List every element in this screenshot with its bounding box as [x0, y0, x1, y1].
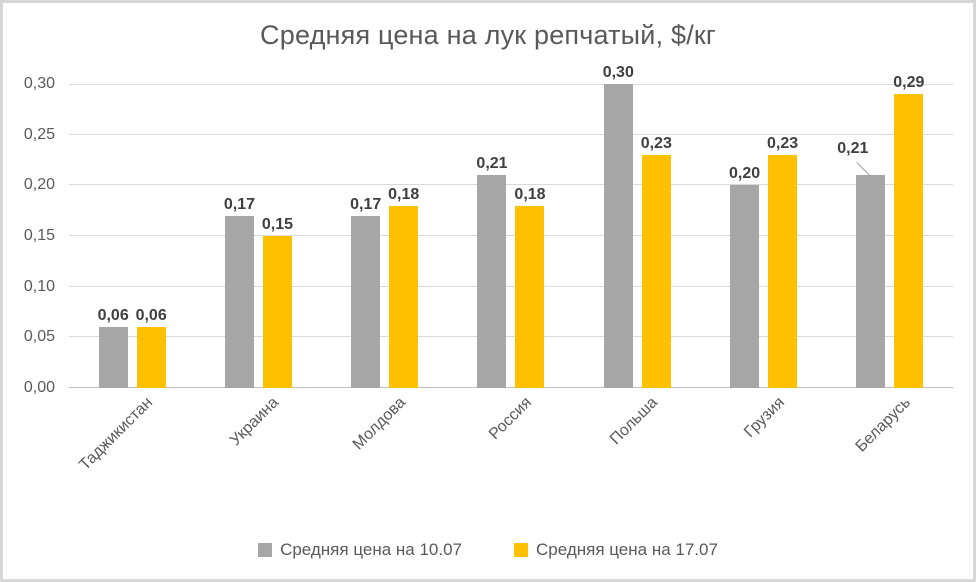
value-label: 0,30 — [602, 64, 634, 81]
gridline — [69, 184, 953, 186]
ytick-label: 0,00 — [23, 379, 55, 396]
category-label: Россия — [485, 394, 536, 444]
bar-series2-cat3: 0,18 — [388, 186, 419, 388]
bar-series2-cat1: 0,06 — [136, 307, 167, 388]
gridline — [69, 285, 953, 287]
value-label: 0,06 — [97, 307, 129, 325]
value-label: 0,17 — [223, 195, 255, 213]
label-leader-line — [856, 162, 871, 177]
bar-series1-cat2: 0,17 — [224, 196, 255, 388]
bar-series2-cat5: 0,23 — [641, 135, 672, 388]
ytick-label: 0,15 — [23, 227, 55, 244]
value-label: 0,15 — [261, 216, 293, 233]
legend-swatch-gray — [258, 543, 273, 557]
legend-label-series-1707: Средняя цена на 17.07 — [536, 540, 718, 559]
category-label: Польша — [607, 394, 662, 449]
bar-series1-cat3: 0,17 — [350, 196, 381, 388]
ytick-label: 0,25 — [23, 125, 55, 143]
x-axis-line — [69, 387, 953, 388]
category-slot: 0,06 0,06 — [69, 84, 195, 388]
bar-series2-cat2: 0,15 — [262, 216, 293, 388]
bar-series1-cat4: 0,21 — [476, 155, 508, 388]
ytick-label: 0,05 — [23, 328, 55, 346]
bar-series1-cat5: 0,30 — [603, 64, 634, 388]
value-label: 0,23 — [766, 134, 799, 152]
category-slot: 0,21 0,29 — [827, 74, 953, 388]
gridline — [69, 84, 953, 85]
value-label: 0,06 — [135, 307, 167, 325]
value-label: 0,18 — [388, 185, 420, 203]
bar-series1-cat1: 0,06 — [98, 307, 129, 388]
value-label: 0,21 — [837, 140, 869, 158]
value-label: 0,21 — [476, 155, 508, 173]
bar-series1-cat6: 0,20 — [729, 165, 760, 388]
chart-title: Средняя цена на лук репчатый, $/кг — [260, 20, 716, 50]
category-label: Украина — [227, 394, 283, 450]
ytick-label: 0,10 — [23, 277, 55, 295]
y-axis-labels: 0,00 0,05 0,10 0,15 0,20 0,25 0,30 — [3, 3, 55, 579]
category-slot: 0,17 0,15 — [195, 84, 321, 388]
value-label: 0,18 — [514, 185, 546, 203]
legend-label-series-1007: Средняя цена на 10.07 — [280, 540, 462, 559]
ytick-label: 0,20 — [23, 176, 55, 194]
category-slot: 0,20 0,23 — [700, 84, 826, 388]
gridline — [69, 235, 953, 236]
legend-item-series-1007: Средняя цена на 10.07 — [258, 540, 462, 560]
bar-series2-cat4: 0,18 — [514, 186, 546, 388]
category-label: Молдова — [349, 394, 409, 454]
category-slot: 0,30 0,23 — [574, 64, 700, 388]
gridline — [69, 336, 953, 338]
category-slot: 0,17 0,18 — [322, 84, 448, 388]
bars-container: 0,06 0,06 0,17 0,15 0,17 0,18 0,21 0,18 0,30 0,23… — [69, 64, 953, 388]
bar-series1-cat7: 0,21 — [837, 140, 886, 388]
gridline — [69, 133, 953, 135]
value-label: 0,23 — [640, 134, 672, 152]
bar-series2-cat6: 0,23 — [767, 135, 798, 388]
legend-item-series-1707: Средняя цена на 17.07 — [514, 540, 718, 560]
value-label: 0,29 — [893, 74, 925, 92]
plot-area: 0,06 0,06 0,17 0,15 0,17 0,18 0,21 0,18 0,30 0,23… — [69, 64, 953, 388]
value-label: 0,17 — [350, 195, 382, 213]
category-slot: 0,21 0,18 — [448, 84, 574, 388]
category-label: Таджикистан — [76, 394, 157, 474]
category-label: Грузия — [740, 394, 788, 441]
bar-series2-cat7: 0,29 — [893, 74, 924, 388]
legend-swatch-yellow — [514, 543, 528, 557]
ytick-label: 0,30 — [23, 75, 55, 92]
value-label: 0,20 — [728, 165, 761, 183]
category-label: Беларусь — [852, 394, 914, 456]
legend: Средняя цена на 10.07 Средняя цена на 17… — [3, 540, 973, 560]
